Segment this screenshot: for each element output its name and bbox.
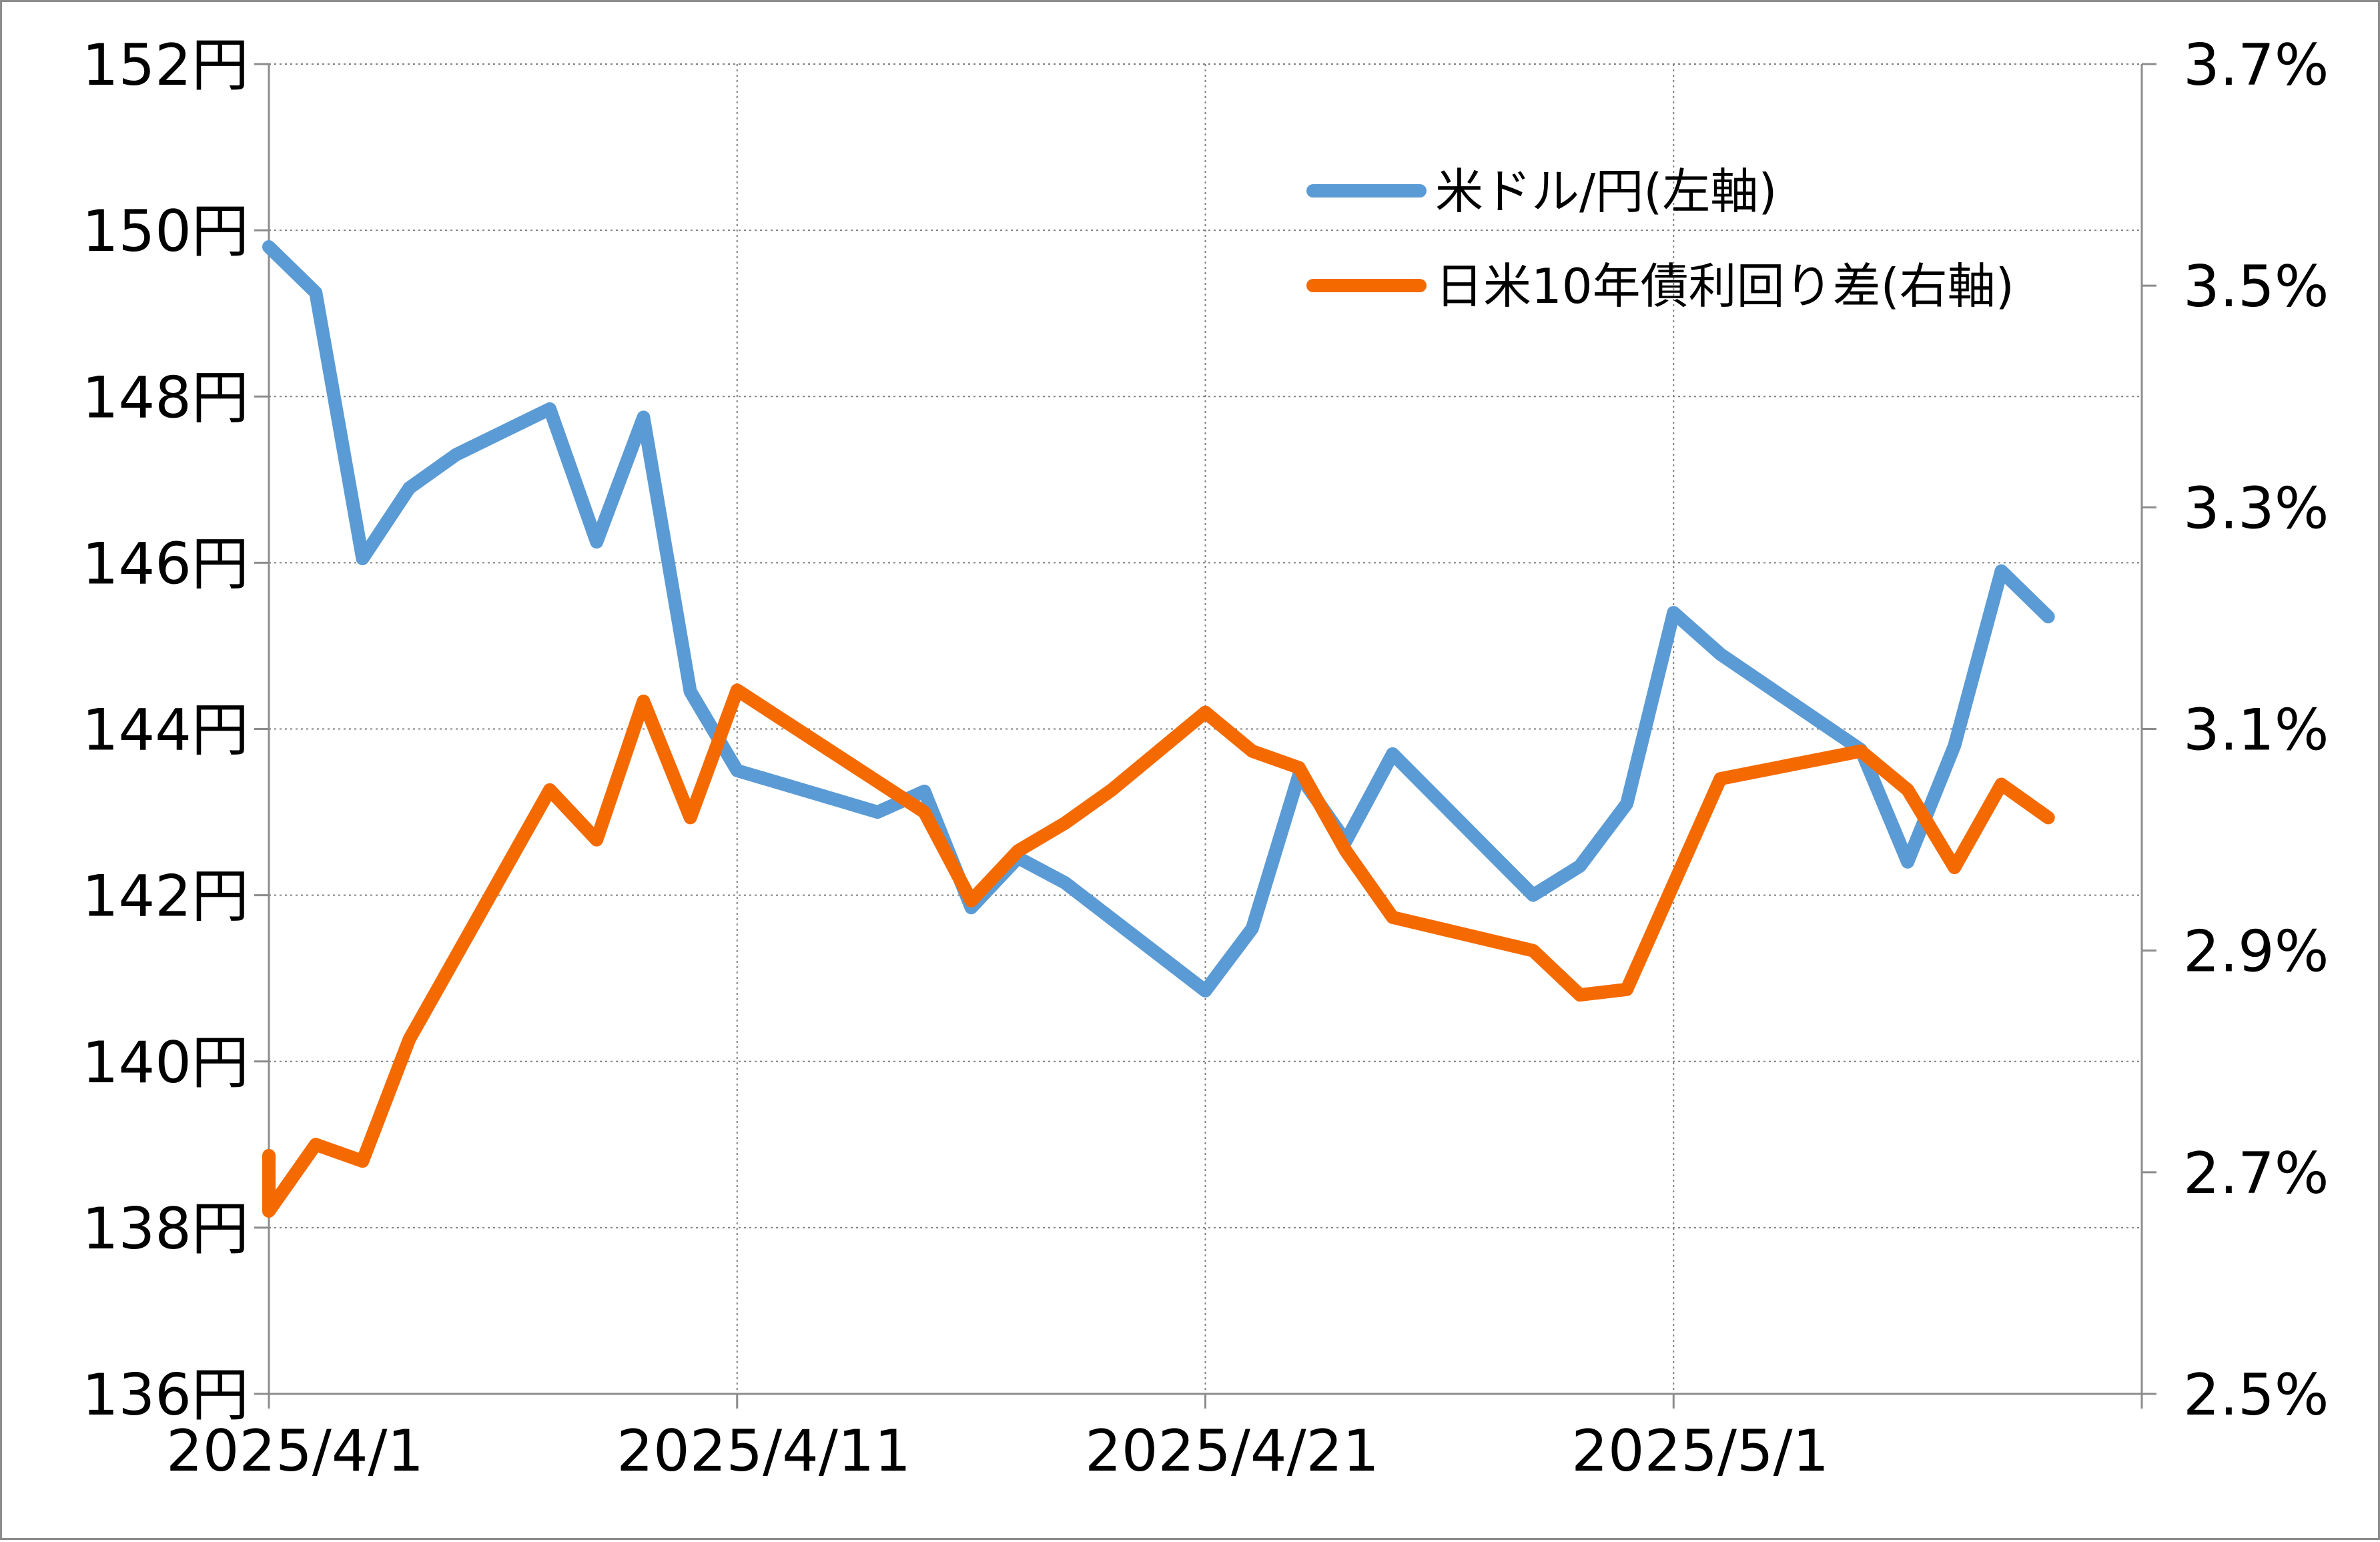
axes: 152円 150円 148円 146円 144円 142円 140円 138円 136円 3.7%… [82, 32, 2329, 1485]
legend-label: 日米10年債利回り差(右軸) [1435, 258, 2014, 314]
legend-label: 米ドル/円(左軸) [1435, 163, 1777, 220]
y-left-tick-label: 152円 [82, 32, 249, 99]
y-right-tick-label: 2.9% [2183, 919, 2329, 986]
y-right-tick-label: 3.5% [2183, 254, 2329, 320]
series-line-yield-spread [262, 683, 2055, 1218]
y-left-tick-label: 148円 [82, 364, 249, 431]
legend: 米ドル/円(左軸) 日米10年債利回り差(右軸) [1306, 163, 2014, 314]
y-right-tick-label: 2.7% [2183, 1140, 2329, 1207]
y-left-tick-label: 138円 [82, 1196, 249, 1262]
series-line-usdjpy [262, 240, 2055, 998]
x-tick-label: 2025/4/11 [617, 1418, 911, 1485]
series-lines [262, 240, 2055, 1218]
y-left-tick-label: 144円 [82, 697, 249, 764]
y-left-tick-label: 146円 [82, 530, 249, 597]
y-right-tick-label: 2.5% [2183, 1362, 2329, 1429]
x-tick-label: 2025/4/21 [1085, 1418, 1379, 1485]
x-tick-label: 2025/5/1 [1571, 1418, 1829, 1485]
y-right-tick-label: 3.1% [2183, 697, 2329, 764]
y-left-tick-label: 142円 [82, 863, 249, 930]
y-left-tick-label: 136円 [82, 1362, 249, 1429]
y-left-tick-label: 140円 [82, 1030, 249, 1096]
y-right-tick-label: 3.7% [2183, 32, 2329, 99]
y-right-tick-label: 3.3% [2183, 475, 2329, 542]
x-tick-label: 2025/4/1 [166, 1418, 424, 1485]
y-left-tick-label: 150円 [82, 198, 249, 265]
